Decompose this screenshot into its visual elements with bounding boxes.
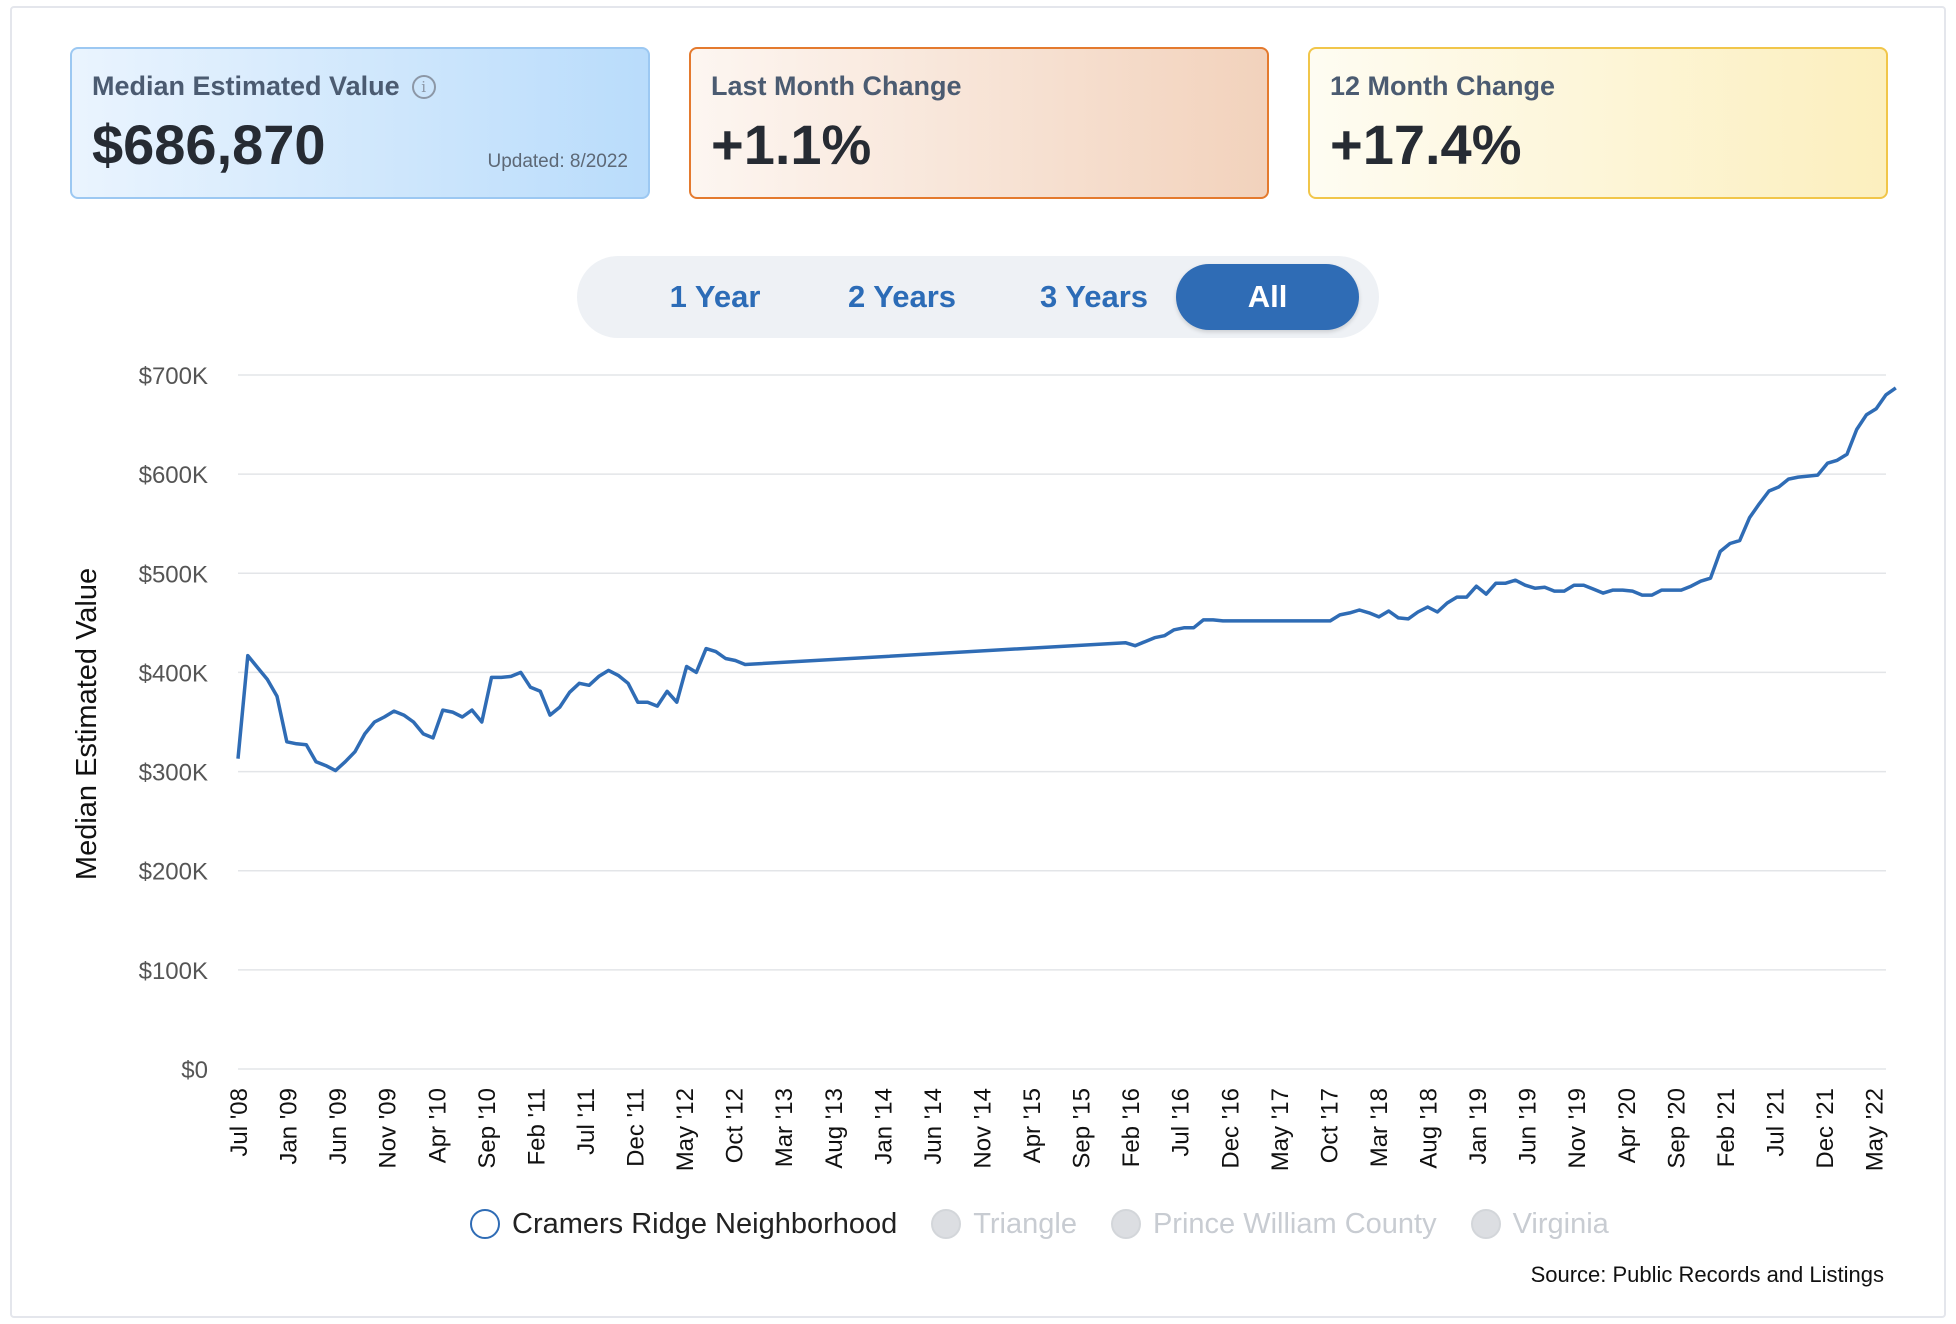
legend-item-cramers-ridge[interactable]: Cramers Ridge Neighborhood [470,1208,897,1241]
x-tick-label: Dec '21 [1812,1088,1839,1169]
y-tick-label: $500K [139,561,208,588]
median-value-amount: $686,870 [92,113,326,176]
x-tick-label: May '17 [1267,1088,1294,1171]
legend-label-triangle: Triangle [973,1207,1077,1240]
y-axis-ticks: $0 $100K $200K $300K $400K $500K $600K $700K [139,363,208,1084]
x-tick-label: Aug '13 [821,1088,848,1169]
x-tick-label: Sep '15 [1069,1088,1096,1169]
x-tick-label: Jan '09 [276,1088,303,1165]
x-tick-label: Jul '08 [226,1088,253,1157]
legend-item-virginia[interactable]: Virginia [1470,1207,1609,1241]
x-tick-label: May '22 [1862,1088,1889,1171]
legend-item-prince-william-county[interactable]: Prince William County [1110,1207,1437,1241]
x-tick-label: May '12 [672,1088,699,1171]
range-all-button[interactable]: All [1176,264,1359,330]
legend-item-triangle[interactable]: Triangle [931,1208,1077,1241]
x-tick-label: Nov '14 [969,1088,996,1169]
x-tick-label: Feb '11 [523,1088,550,1166]
x-tick-label: Jan '19 [1465,1088,1492,1165]
x-tick-label: Mar '13 [771,1088,798,1167]
legend-swatch-triangle [931,1209,962,1239]
x-tick-label: Jul '11 [573,1088,600,1155]
range-2-years-button[interactable]: 2 Years [807,264,997,330]
y-tick-label: $600K [139,462,208,489]
x-axis-ticks: Jul '08 Jan '09 Jun '09 Nov '09 Apr '10 Sep '… [226,1088,1889,1171]
y-tick-label: $200K [139,859,208,886]
x-tick-label: Feb '21 [1713,1088,1740,1167]
x-tick-label: Sep '10 [474,1088,501,1169]
updated-date: Updated: 8/2022 [487,151,628,172]
y-tick-label: $300K [139,760,208,787]
x-tick-label: Dec '11 [623,1088,650,1167]
x-tick-label: Jul '16 [1168,1088,1195,1157]
x-tick-label: Nov '09 [375,1088,402,1169]
y-tick-label: $100K [139,958,208,985]
time-range-selector: 1 Year 2 Years 3 Years All [577,256,1379,338]
last-month-change-card: Last Month Change +1.1% [689,47,1269,199]
twelve-month-change-value: +17.4% [1330,113,1522,176]
x-tick-label: Jun '09 [325,1088,352,1165]
last-month-change-value: +1.1% [711,113,872,176]
x-tick-label: Oct '12 [722,1088,749,1163]
widget-frame [10,6,1946,1318]
x-tick-label: Nov '19 [1564,1088,1591,1169]
legend-swatch-prince-william-county [1110,1209,1141,1239]
legend-label-virginia: Virginia [1512,1207,1609,1240]
last-month-change-title: Last Month Change [711,71,962,101]
legend-label-prince-william-county: Prince William County [1152,1207,1437,1240]
x-tick-label: Jun '19 [1515,1088,1542,1165]
twelve-month-change-title: 12 Month Change [1330,71,1556,101]
legend-swatch-cramers-ridge [470,1209,500,1239]
y-tick-label: $400K [139,660,208,687]
x-tick-label: Oct '17 [1316,1088,1343,1163]
x-tick-label: Feb '16 [1118,1088,1145,1167]
series-line-cramers-ridge [236,386,1897,773]
legend-swatch-virginia [1470,1209,1501,1239]
median-value-card: Median Estimated Value i $686,870 Update… [70,47,650,199]
median-value-title: Median Estimated Value [92,71,400,101]
y-tick-label: $0 [181,1057,208,1084]
x-tick-label: Jul '21 [1762,1088,1789,1157]
x-tick-label: Mar '18 [1366,1088,1393,1167]
grid-lines [238,374,1886,1070]
twelve-month-change-card: 12 Month Change +17.4% [1308,47,1888,199]
x-tick-label: Dec '16 [1217,1088,1244,1169]
x-tick-label: Apr '15 [1019,1088,1046,1163]
x-tick-label: Apr '20 [1614,1088,1641,1163]
info-icon[interactable]: i [411,74,436,99]
range-3-years-button[interactable]: 3 Years [999,264,1189,330]
x-tick-label: Aug '18 [1416,1088,1443,1169]
x-tick-label: Jun '14 [920,1088,947,1165]
x-tick-label: Sep '20 [1663,1088,1690,1169]
x-tick-label: Jan '14 [870,1088,897,1165]
chart-legend: Cramers Ridge Neighborhood Triangle Prin… [470,1200,1609,1248]
data-source-note: Source: Public Records and Listings [1530,1262,1884,1287]
legend-label-cramers-ridge: Cramers Ridge Neighborhood [512,1207,898,1240]
range-1-year-button[interactable]: 1 Year [625,264,805,330]
x-tick-label: Apr '10 [424,1088,451,1163]
y-axis-label: Median Estimated Value [71,568,103,880]
median-value-title-row: Median Estimated Value i [92,71,628,102]
y-tick-label: $700K [139,363,208,390]
